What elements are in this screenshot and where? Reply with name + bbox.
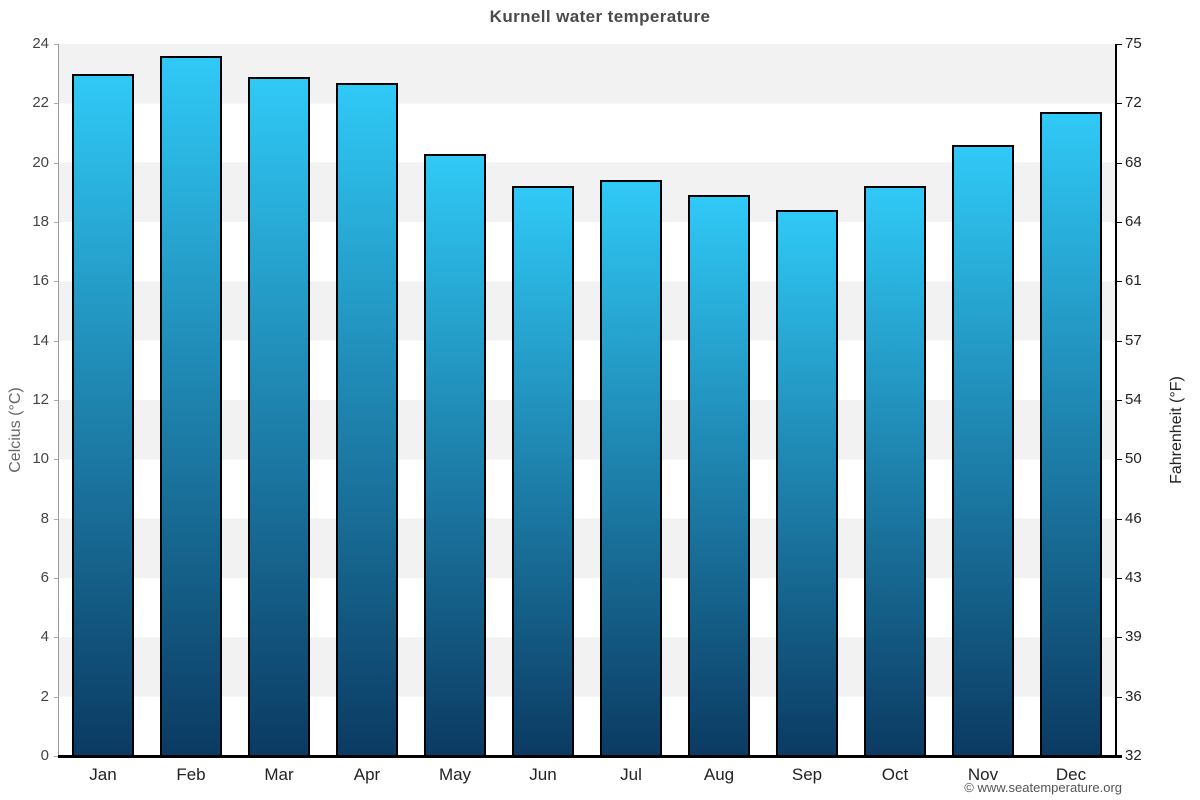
fahrenheit-tick-label: 64 xyxy=(1125,213,1142,230)
bar-apr xyxy=(336,82,398,756)
celsius-tick-mark xyxy=(54,518,59,520)
bar-dec xyxy=(1040,112,1102,756)
celsius-tick-label: 16 xyxy=(32,272,49,290)
celsius-tick-mark xyxy=(54,756,59,757)
celsius-tick-mark xyxy=(54,340,59,342)
fahrenheit-tick-label: 32 xyxy=(1125,747,1142,764)
celsius-tick-mark xyxy=(54,162,59,164)
celsius-tick-label: 4 xyxy=(40,628,49,646)
month-label-apr: Apr xyxy=(353,765,381,784)
celsius-tick-mark xyxy=(54,281,59,283)
celsius-axis-line xyxy=(58,44,59,756)
month-label-jul: Jul xyxy=(620,765,642,784)
bar-oct xyxy=(864,186,926,756)
celsius-tick-label: 12 xyxy=(32,391,49,408)
month-label-jan: Jan xyxy=(89,765,117,784)
fahrenheit-tick-label: 57 xyxy=(1125,331,1142,349)
celsius-tick-label: 22 xyxy=(32,94,49,112)
chart-title: Kurnell water temperature xyxy=(489,7,711,26)
fahrenheit-tick-mark xyxy=(1117,281,1122,283)
celsius-tick-label: 8 xyxy=(40,509,49,527)
bar-may xyxy=(424,153,486,756)
copyright-link[interactable]: © www.seatemperature.org xyxy=(964,780,1122,795)
fahrenheit-tick-label: 36 xyxy=(1125,687,1142,705)
fahrenheit-tick-mark xyxy=(1117,162,1122,164)
celsius-tick-label: 6 xyxy=(40,569,49,586)
celsius-tick-label: 18 xyxy=(32,213,49,230)
plot-area: 0 2 4 6 8 10 12 14 16 18 20 22 24 32 36 39 43 46 50 54 57 61 6… xyxy=(32,35,1141,784)
fahrenheit-tick-mark xyxy=(1117,696,1122,698)
celsius-tick-label: 24 xyxy=(32,35,49,52)
bar-jun xyxy=(512,186,574,756)
bar-feb xyxy=(160,55,222,756)
bar-sep xyxy=(776,210,838,756)
fahrenheit-tick-mark xyxy=(1117,44,1122,45)
bar-aug xyxy=(688,195,750,756)
fahrenheit-tick-mark xyxy=(1117,400,1122,401)
fahrenheit-tick-label: 68 xyxy=(1125,153,1142,171)
celsius-tick-mark xyxy=(54,637,59,639)
celsius-tick-mark xyxy=(54,103,59,105)
month-label-aug: Aug xyxy=(703,765,735,784)
month-label-mar: Mar xyxy=(264,765,294,784)
month-label-nov: Nov xyxy=(967,765,999,784)
fahrenheit-axis-title: Fahrenheit (°F) xyxy=(1168,376,1185,484)
celsius-tick-label: 14 xyxy=(32,331,49,349)
fahrenheit-tick-label: 61 xyxy=(1125,272,1142,290)
celsius-tick-label: 0 xyxy=(40,747,49,764)
celsius-tick-label: 20 xyxy=(32,153,49,171)
fahrenheit-tick-mark xyxy=(1117,459,1122,461)
fahrenheit-tick-label: 75 xyxy=(1125,35,1142,52)
bar-jul xyxy=(600,180,662,756)
bar-mar xyxy=(248,76,310,756)
fahrenheit-tick-mark xyxy=(1117,518,1122,520)
fahrenheit-tick-mark xyxy=(1117,340,1122,342)
fahrenheit-tick-label: 54 xyxy=(1125,391,1142,408)
celsius-tick-mark xyxy=(54,44,59,45)
fahrenheit-axis-line xyxy=(1115,44,1117,756)
fahrenheit-tick-mark xyxy=(1117,578,1122,579)
month-label-may: May xyxy=(438,765,472,784)
fahrenheit-tick-mark xyxy=(1117,222,1122,223)
celsius-tick-mark xyxy=(54,400,59,401)
celsius-tick-label: 2 xyxy=(40,687,49,705)
fahrenheit-tick-label: 39 xyxy=(1125,628,1142,646)
bar-nov xyxy=(952,144,1014,756)
celsius-tick-mark xyxy=(54,578,59,579)
fahrenheit-tick-mark xyxy=(1117,103,1122,105)
celsius-tick-label: 10 xyxy=(32,450,49,468)
celsius-tick-mark xyxy=(54,696,59,698)
celsius-tick-mark xyxy=(54,459,59,461)
x-axis-line xyxy=(58,755,1122,758)
month-label-jun: Jun xyxy=(529,765,557,784)
month-label-oct: Oct xyxy=(881,765,909,784)
month-label-dec: Dec xyxy=(1055,765,1087,784)
fahrenheit-tick-label: 72 xyxy=(1125,94,1142,112)
fahrenheit-tick-label: 46 xyxy=(1125,509,1142,527)
month-label-feb: Feb xyxy=(176,765,206,784)
fahrenheit-tick-label: 43 xyxy=(1125,569,1142,586)
celsius-tick-mark xyxy=(54,222,59,223)
bar-jan xyxy=(72,73,134,756)
fahrenheit-tick-mark xyxy=(1117,637,1122,639)
fahrenheit-tick-label: 50 xyxy=(1125,450,1142,468)
month-label-sep: Sep xyxy=(791,765,823,784)
